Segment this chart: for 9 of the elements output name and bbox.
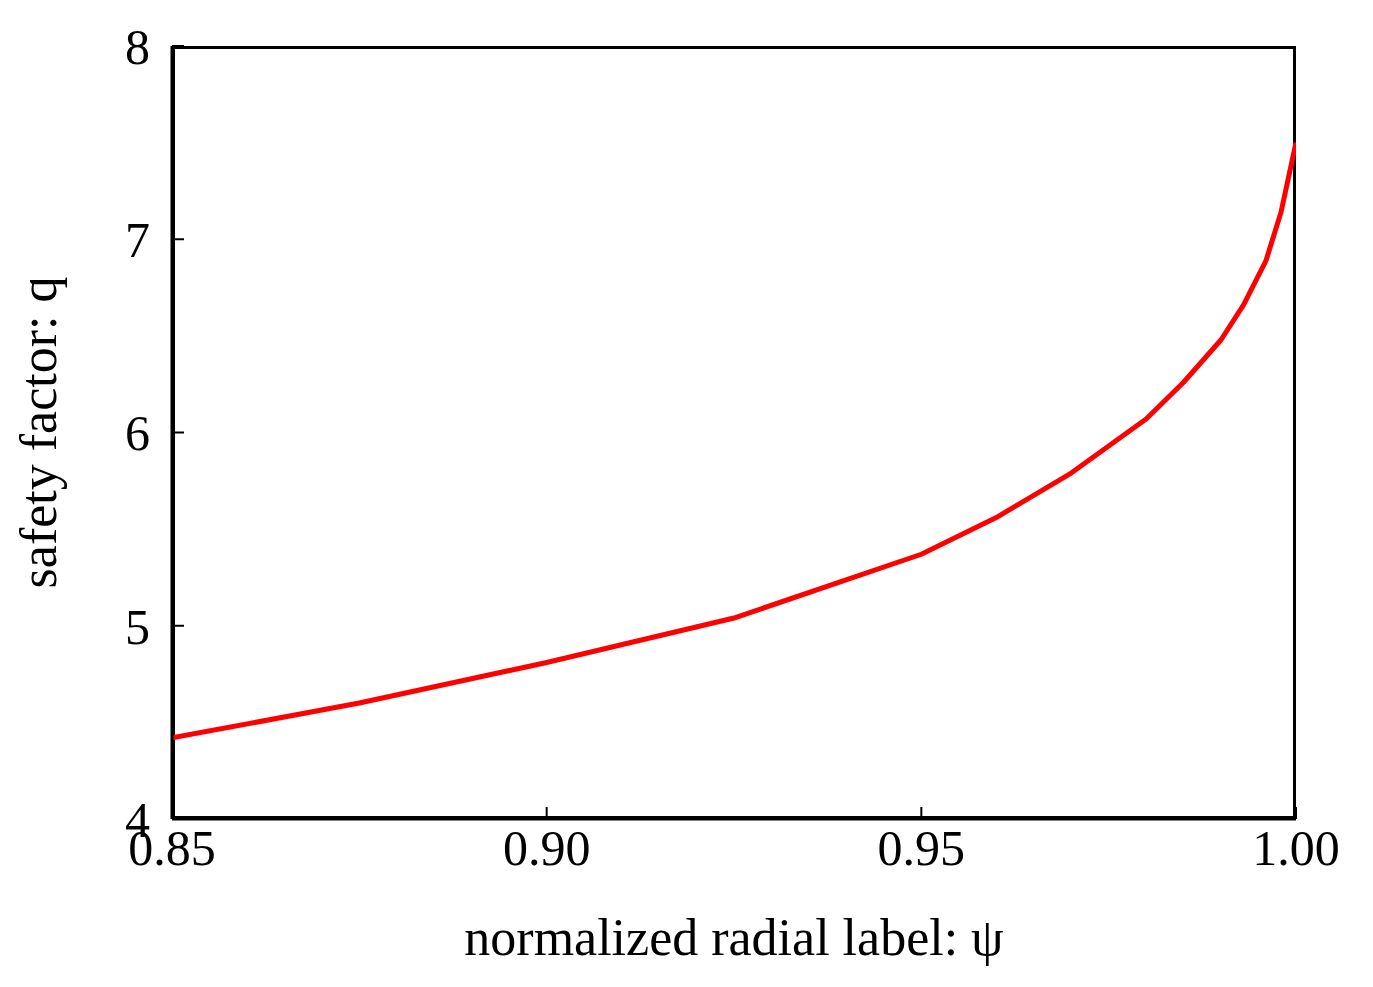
x-axis-title: normalized radial label: ψ [463,908,1005,968]
y-tick-label: 6 [125,405,150,462]
x-tick-label: 1.00 [1252,819,1340,876]
y-tick-label: 7 [125,212,150,268]
y-tick-label: 8 [125,18,150,75]
y-tick-label: 5 [125,598,150,655]
x-tick-label: 0.90 [502,819,591,876]
x-tick-label: 0.95 [877,819,966,876]
y-axis-title: safety factor: q [10,276,68,589]
